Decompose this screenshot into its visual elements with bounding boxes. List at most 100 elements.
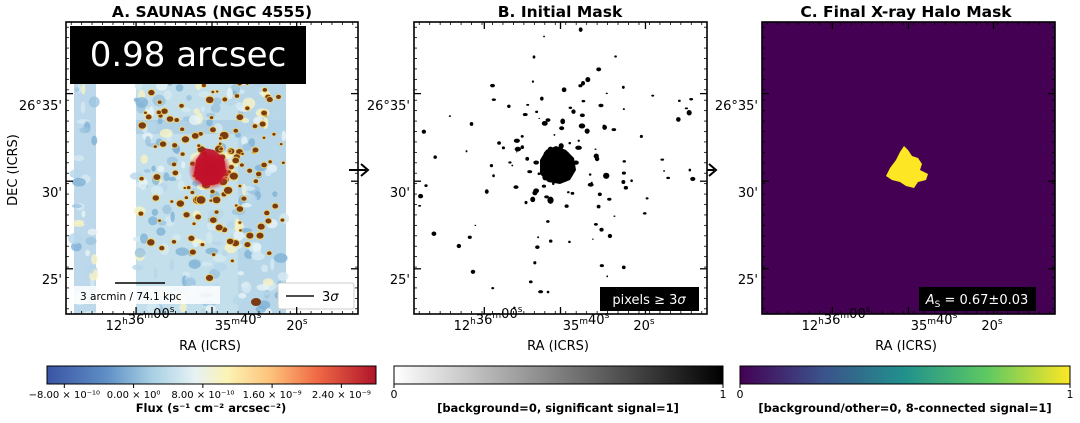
- mask-pixel: [508, 161, 512, 164]
- source-blob: [186, 186, 191, 190]
- mask-pixel: [596, 204, 601, 209]
- source-blob: [138, 122, 146, 129]
- source-blob: [232, 157, 240, 164]
- noise-blotch: [146, 302, 161, 313]
- source-blob: [233, 128, 239, 133]
- source-blob: [267, 251, 272, 256]
- source-blob: [241, 196, 247, 201]
- noise-blotch: [145, 135, 151, 146]
- mask-pixel: [547, 196, 554, 204]
- noise-blotch: [140, 154, 148, 164]
- noise-blotch: [251, 250, 265, 261]
- mask-pixel: [540, 96, 544, 101]
- mask-pixel: [553, 133, 556, 136]
- mask-pixel: [546, 290, 550, 294]
- noise-blotch: [205, 304, 216, 313]
- colorbar-tick-label: 0: [737, 388, 744, 401]
- noise-blotch: [91, 135, 98, 146]
- mask-pixel: [522, 112, 528, 117]
- mask-pixel: [513, 306, 516, 309]
- source-blob: [147, 239, 155, 246]
- noise-blotch: [81, 210, 86, 218]
- source-blob: [189, 249, 196, 255]
- mask-pixel: [544, 195, 549, 199]
- mask-pixel: [614, 55, 617, 58]
- source-blob: [230, 259, 234, 263]
- source-blob: [219, 147, 224, 151]
- mask-pixel: [470, 269, 476, 274]
- mask-pixel: [524, 200, 528, 205]
- noise-blotch: [68, 233, 82, 245]
- panel-c-ticks: [762, 22, 1055, 314]
- source-blob: [156, 110, 162, 115]
- mask-pixel: [545, 118, 551, 122]
- noise-blotch: [239, 228, 252, 233]
- noise-blotch: [192, 238, 203, 244]
- noise-blotch: [241, 281, 252, 294]
- mask-pixel: [501, 146, 506, 150]
- mask-pixel: [666, 176, 671, 180]
- colorbar-tick-label: 1: [720, 388, 727, 401]
- source-blob: [153, 145, 157, 148]
- mask-pixel: [418, 193, 424, 199]
- noise-blotch: [87, 228, 98, 236]
- source-blob: [176, 200, 185, 207]
- panel-c: C. Final X-ray Halo Mask AS = 0.67±0.03 …: [715, 3, 1056, 354]
- noise-blotch: [206, 232, 213, 244]
- mask-pixel: [607, 197, 612, 201]
- mask-pixel: [578, 27, 583, 32]
- mask-pixel: [592, 238, 594, 240]
- panel-a-xticklabels: 12h36m00s 35m40s 20s: [106, 305, 308, 334]
- noise-blotch: [134, 247, 146, 258]
- mask-pixel: [537, 172, 541, 176]
- panel-a-legend: 3σ: [277, 282, 355, 310]
- noise-blotch: [81, 82, 86, 95]
- colorbar-tick-label: 0: [391, 388, 398, 401]
- panel-c-annotation: AS = 0.67±0.03: [925, 293, 1029, 310]
- source-blob: [183, 186, 186, 190]
- mask-pixel: [598, 103, 604, 108]
- panel-b-title: B. Initial Mask: [498, 3, 623, 21]
- noise-blotch: [200, 106, 206, 113]
- panel-a-title: A. SAUNAS (NGC 4555): [112, 3, 312, 21]
- source-blob: [152, 195, 159, 201]
- mask-pixel: [568, 106, 573, 109]
- mask-pixel: [532, 190, 538, 196]
- xtick-label: 35m40s: [911, 311, 958, 334]
- noise-blotch: [179, 303, 187, 313]
- noise-blotch: [277, 272, 289, 281]
- mask-pixel: [421, 129, 427, 134]
- xtick-label: 35m40s: [563, 311, 610, 334]
- noise-blotch: [148, 216, 158, 226]
- noise-blotch: [169, 259, 175, 271]
- colorbar-a: −8.00 × 10⁻¹⁰ 0.00 × 10⁰ 8.00 × 10⁻¹⁰ 1.60 …: [29, 365, 377, 415]
- mask-pixel: [621, 85, 625, 89]
- panel-a-ylabel: DEC (ICRS): [6, 134, 21, 206]
- source-blob: [153, 174, 161, 180]
- mask-pixel: [530, 196, 536, 203]
- colorbar-a-ticks: −8.00 × 10⁻¹⁰ 0.00 × 10⁰ 8.00 × 10⁻¹⁰ 1.60 …: [29, 384, 371, 401]
- panel-a: A. SAUNAS (NGC 4555) 0.98 arcsec 3 arcmi…: [6, 3, 359, 354]
- panel-a-xlabel: RA (ICRS): [179, 339, 241, 354]
- source-blob: [190, 190, 195, 195]
- source-blob: [222, 97, 228, 102]
- mask-pixel: [533, 261, 537, 265]
- mask-pixel: [484, 189, 489, 194]
- source-blob: [159, 245, 165, 251]
- noise-blotch: [70, 241, 82, 252]
- mask-pixel: [489, 164, 494, 168]
- noise-blotch: [74, 87, 80, 92]
- noise-blotch: [139, 233, 148, 244]
- mask-pixel: [587, 182, 594, 187]
- mask-pixel: [581, 80, 586, 86]
- source-blob: [239, 229, 242, 232]
- mask-pixel: [613, 215, 616, 217]
- colorbar-tick-label: 1.60 × 10⁻⁹: [243, 390, 302, 401]
- mask-pixel: [528, 280, 533, 284]
- mask-pixel: [513, 138, 520, 143]
- noise-blotch: [281, 130, 287, 142]
- source-blob: [212, 196, 221, 204]
- panel-a-scalebar: 3 arcmin / 74.1 kpc: [70, 282, 220, 304]
- mask-pixel: [467, 235, 472, 239]
- panel-a-legend-label: 3σ: [322, 290, 339, 305]
